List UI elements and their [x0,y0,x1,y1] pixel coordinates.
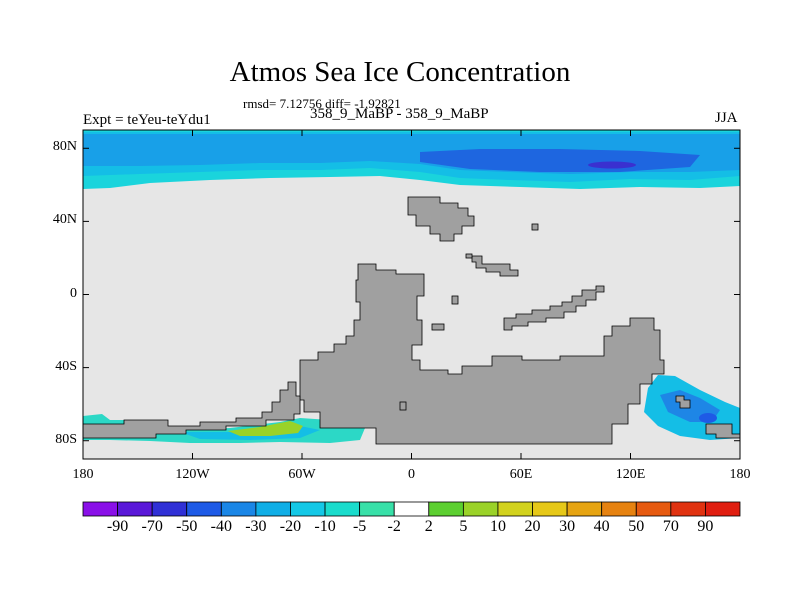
land-islet-b [451,295,459,305]
lon-tick-label: 180 [72,467,94,482]
colorbar-label: -2 [387,518,401,535]
land-small-island-north [471,255,519,277]
colorbar-swatch [705,501,741,517]
colorbar-label: 70 [662,518,679,535]
subtitle: 358_9_MaBP - 358_9_MaBP [310,106,489,122]
colorbar-swatch [255,501,291,517]
lon-tick-label: 180 [729,467,751,482]
season-label: JJA [715,110,738,126]
colorbar-swatch [566,501,603,517]
colorbar-label: -40 [210,518,232,535]
experiment-label: Expt = teYeu-teYdu1 [83,112,211,128]
lat-tick-label: 40S [55,358,77,374]
colorbar-swatch [393,501,430,517]
colorbar-label: 40 [593,518,610,535]
colorbar-swatch [428,501,464,517]
colorbar-swatch [497,501,533,517]
colorbar-swatch [82,501,118,517]
land-north-america [407,196,475,242]
colorbar-label: -20 [279,518,302,535]
lon-tick-label: 120E [615,467,646,482]
colorbar-label: 30 [559,518,576,535]
colorbar-label: -10 [314,518,336,535]
colorbar-label: -50 [176,518,198,535]
arctic-ice-minimum [588,161,636,169]
land-masses [83,196,740,445]
lat-tick-label: 40N [52,212,77,228]
figure-title: Atmos Sea Ice Concentration [229,56,571,88]
colorbar-label: -90 [106,518,129,535]
colorbar-swatch [220,501,257,517]
colorbar-swatch [359,501,395,517]
land-western-strip [83,381,301,439]
colorbar-swatch [532,501,568,517]
land-islet-d [531,223,539,231]
lon-tick-label: 60W [288,467,316,482]
latitude-ticks [83,147,740,442]
colorbar-label: 50 [628,518,645,535]
lat-tick-label: 0 [70,285,77,301]
colorbar-label: -30 [245,518,267,535]
colorbar-swatch [462,501,499,517]
colorbar-swatch [290,501,326,517]
colorbar-label: 10 [489,518,506,535]
land-islet-a [465,253,473,259]
antarctic-ice-patch-east-min [699,413,717,423]
colorbar-swatch [601,501,637,517]
colorbar-swatch [324,501,361,517]
land-islet-e [399,401,407,411]
colorbar [82,501,741,517]
lat-tick-label: 80N [52,139,77,155]
land-east-isle [675,395,691,409]
land-east-small [705,423,740,439]
lon-tick-label: 0 [408,467,415,482]
lon-tick-label: 60E [509,467,533,482]
land-central-landmass [299,263,665,445]
colorbar-swatch [151,501,188,517]
colorbar-label: 90 [697,518,714,535]
colorbar-swatch [117,501,153,517]
colorbar-label: 5 [459,518,468,535]
longitude-ticks [82,130,741,459]
land-island-arc [503,285,605,331]
lon-tick-label: 120W [175,467,210,482]
colorbar-swatch [186,501,222,517]
lat-tick-label: 80S [55,431,77,447]
colorbar-label: -5 [352,518,367,535]
colorbar-label: 2 [424,518,433,535]
antarctic-positive-patch [228,421,303,436]
rmsd-diff-stats: rmsd= 7.12756 diff= -1.92821 [243,96,401,111]
colorbar-label: -70 [141,518,163,535]
colorbar-swatch [670,501,706,517]
colorbar-label: 20 [524,518,541,535]
colorbar-swatch [635,501,672,517]
land-islet-c [431,323,445,331]
